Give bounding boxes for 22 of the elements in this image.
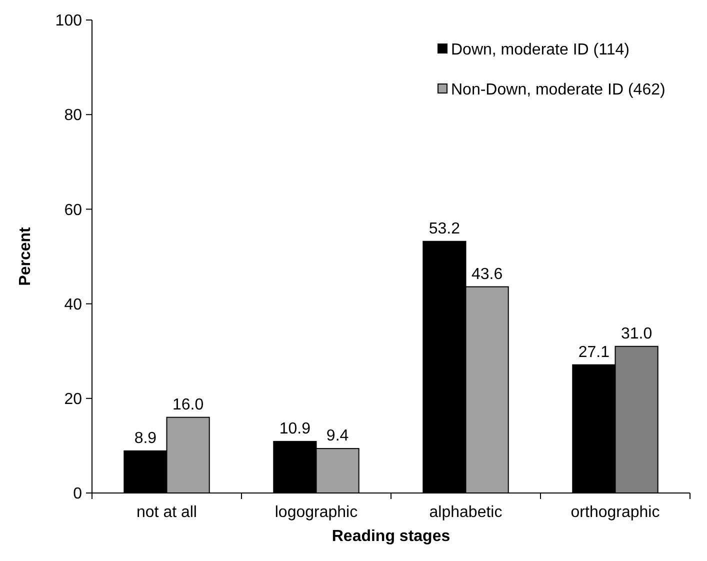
- data-label: 10.9: [279, 420, 311, 438]
- data-label: 16.0: [172, 396, 204, 414]
- data-label: 53.2: [428, 220, 460, 238]
- data-label: 9.4: [326, 428, 349, 445]
- x-tick-label: orthographic: [570, 504, 660, 521]
- x-axis-title: Reading stages: [332, 528, 450, 545]
- data-label: 27.1: [578, 344, 610, 361]
- legend-label: Down, moderate ID (114): [451, 42, 630, 59]
- data-label: 31.0: [620, 325, 652, 342]
- y-tick-label: 40: [64, 296, 82, 314]
- y-tick-label: 60: [64, 202, 82, 219]
- x-tick-label: logographic: [274, 504, 358, 521]
- data-label: 8.9: [134, 430, 157, 447]
- y-axis-title: Percent: [17, 226, 34, 286]
- legend-label: Non-Down, moderate ID (462): [451, 82, 666, 99]
- y-tick-label: 0: [73, 486, 82, 503]
- data-label: 43.6: [471, 266, 503, 283]
- x-tick-label: alphabetic: [429, 504, 502, 521]
- y-tick-label: 20: [64, 391, 82, 408]
- y-tick-label: 80: [64, 107, 82, 124]
- y-tick-label: 100: [55, 12, 82, 30]
- x-tick-label: not at all: [136, 504, 197, 521]
